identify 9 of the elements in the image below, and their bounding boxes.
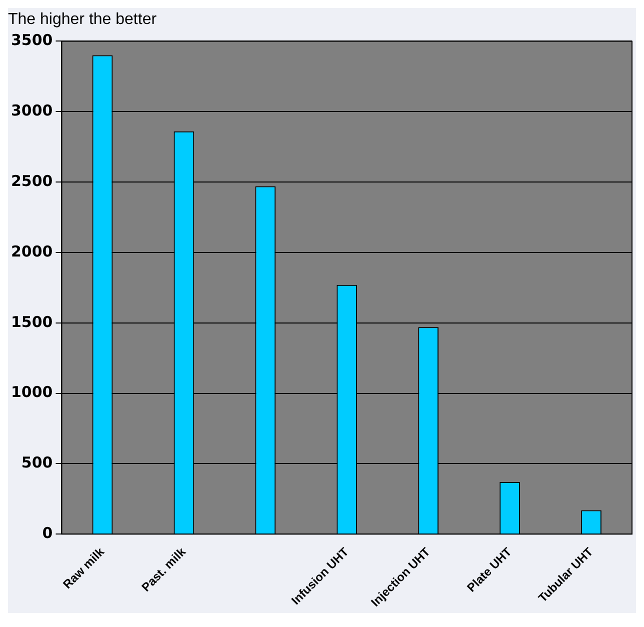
y-tick-label: 3000	[11, 102, 53, 120]
y-tick-label: 2000	[11, 242, 53, 260]
y-tick-label: 1500	[11, 312, 53, 331]
y-tick-label: 0	[42, 524, 53, 542]
y-tick-label: 1000	[11, 383, 53, 402]
y-tick-label: 2500	[11, 172, 53, 190]
chart-title: The higher the better	[8, 11, 158, 28]
y-tick-label: 3500	[11, 31, 53, 50]
y-tick-label: 500	[21, 454, 53, 472]
